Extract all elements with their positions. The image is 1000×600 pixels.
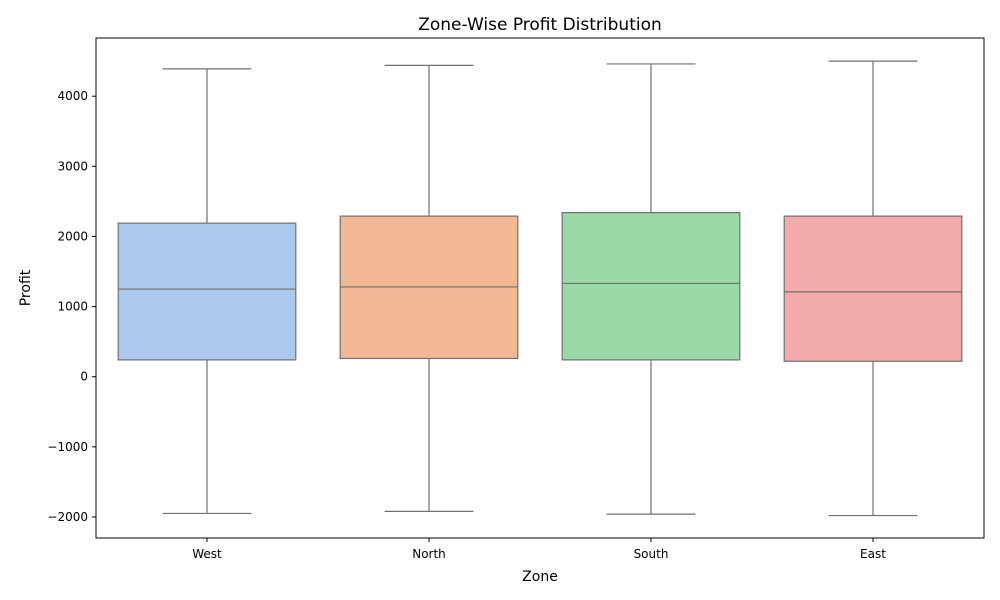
y-tick-label: 1000	[57, 300, 88, 314]
x-tick-label: South	[634, 547, 669, 561]
chart-title: Zone-Wise Profit Distribution	[418, 15, 662, 35]
iqr-box	[783, 215, 963, 362]
x-tick-label: East	[860, 547, 886, 561]
box-north	[339, 64, 519, 512]
x-tick-label: West	[192, 547, 222, 561]
iqr-box	[561, 212, 741, 361]
y-tick-label: 2000	[57, 229, 88, 243]
x-tick-label: North	[412, 547, 446, 561]
plot-frame	[95, 37, 985, 539]
y-axis-label: Profit	[18, 269, 34, 306]
x-axis-label: Zone	[522, 569, 558, 585]
y-tick-label: 4000	[57, 89, 88, 103]
y-tick-label: −2000	[47, 510, 88, 524]
y-tick-label: 3000	[57, 159, 88, 173]
y-tick-label: 0	[80, 370, 88, 384]
box-west	[117, 68, 297, 515]
iqr-box	[117, 222, 297, 361]
y-axis: −2000 −1000 0 1000 2000 3000 4000	[47, 89, 96, 524]
box-east	[783, 60, 963, 517]
plot-area	[117, 60, 963, 517]
y-tick-label: −1000	[47, 440, 88, 454]
box-south	[561, 63, 741, 515]
x-axis: West North South East	[192, 538, 886, 561]
